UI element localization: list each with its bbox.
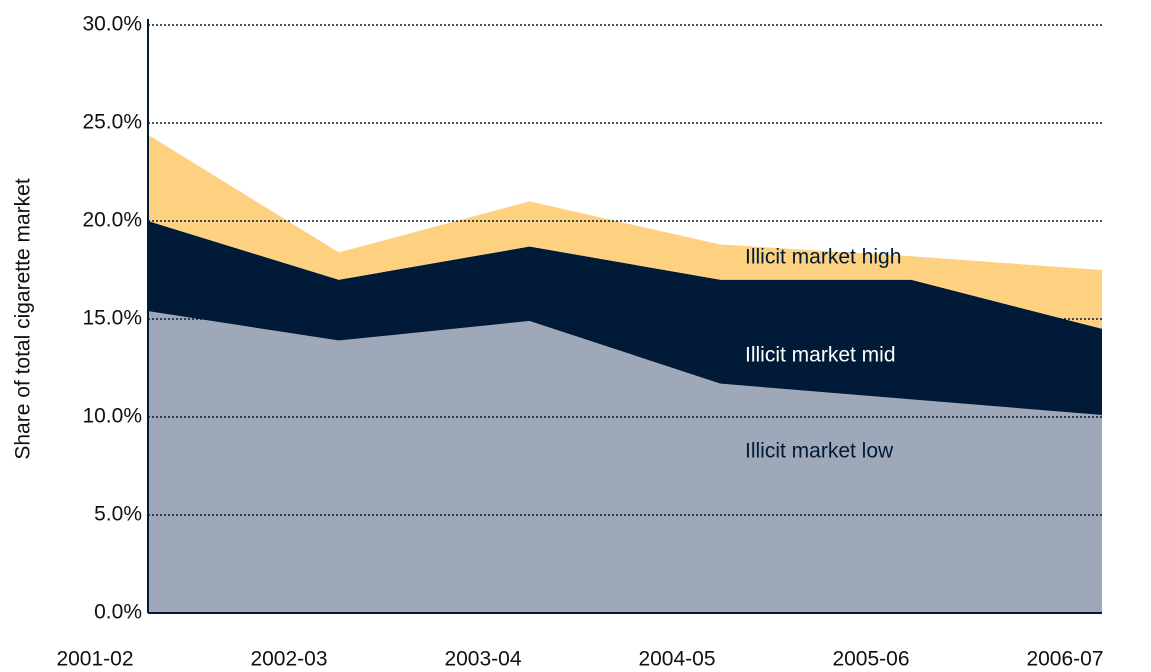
y-tick-label: 30.0% — [82, 13, 142, 36]
x-tick-label: 2004-05 — [638, 648, 715, 671]
x-tick-label: 2006-07 — [1026, 648, 1103, 671]
series-label: Illicit market mid — [745, 344, 896, 367]
y-axis-label: Share of total cigarette market — [12, 178, 35, 459]
y-tick-label: 20.0% — [82, 209, 142, 232]
area — [148, 134, 1102, 329]
series-label: Illicit market low — [745, 440, 894, 463]
series-label: Illicit market high — [745, 246, 901, 269]
y-tick-label: 25.0% — [82, 111, 142, 134]
x-tick-label: 2003-04 — [444, 648, 521, 671]
y-tick-label: 10.0% — [82, 405, 142, 428]
x-tick-label: 2002-03 — [250, 648, 327, 671]
y-tick-label: 0.0% — [94, 601, 142, 624]
x-tick-label: 2001-02 — [56, 648, 133, 671]
area — [148, 221, 1102, 416]
area — [148, 311, 1102, 613]
x-tick-label: 2005-06 — [832, 648, 909, 671]
y-tick-label: 5.0% — [94, 503, 142, 526]
y-tick-label: 15.0% — [82, 307, 142, 330]
